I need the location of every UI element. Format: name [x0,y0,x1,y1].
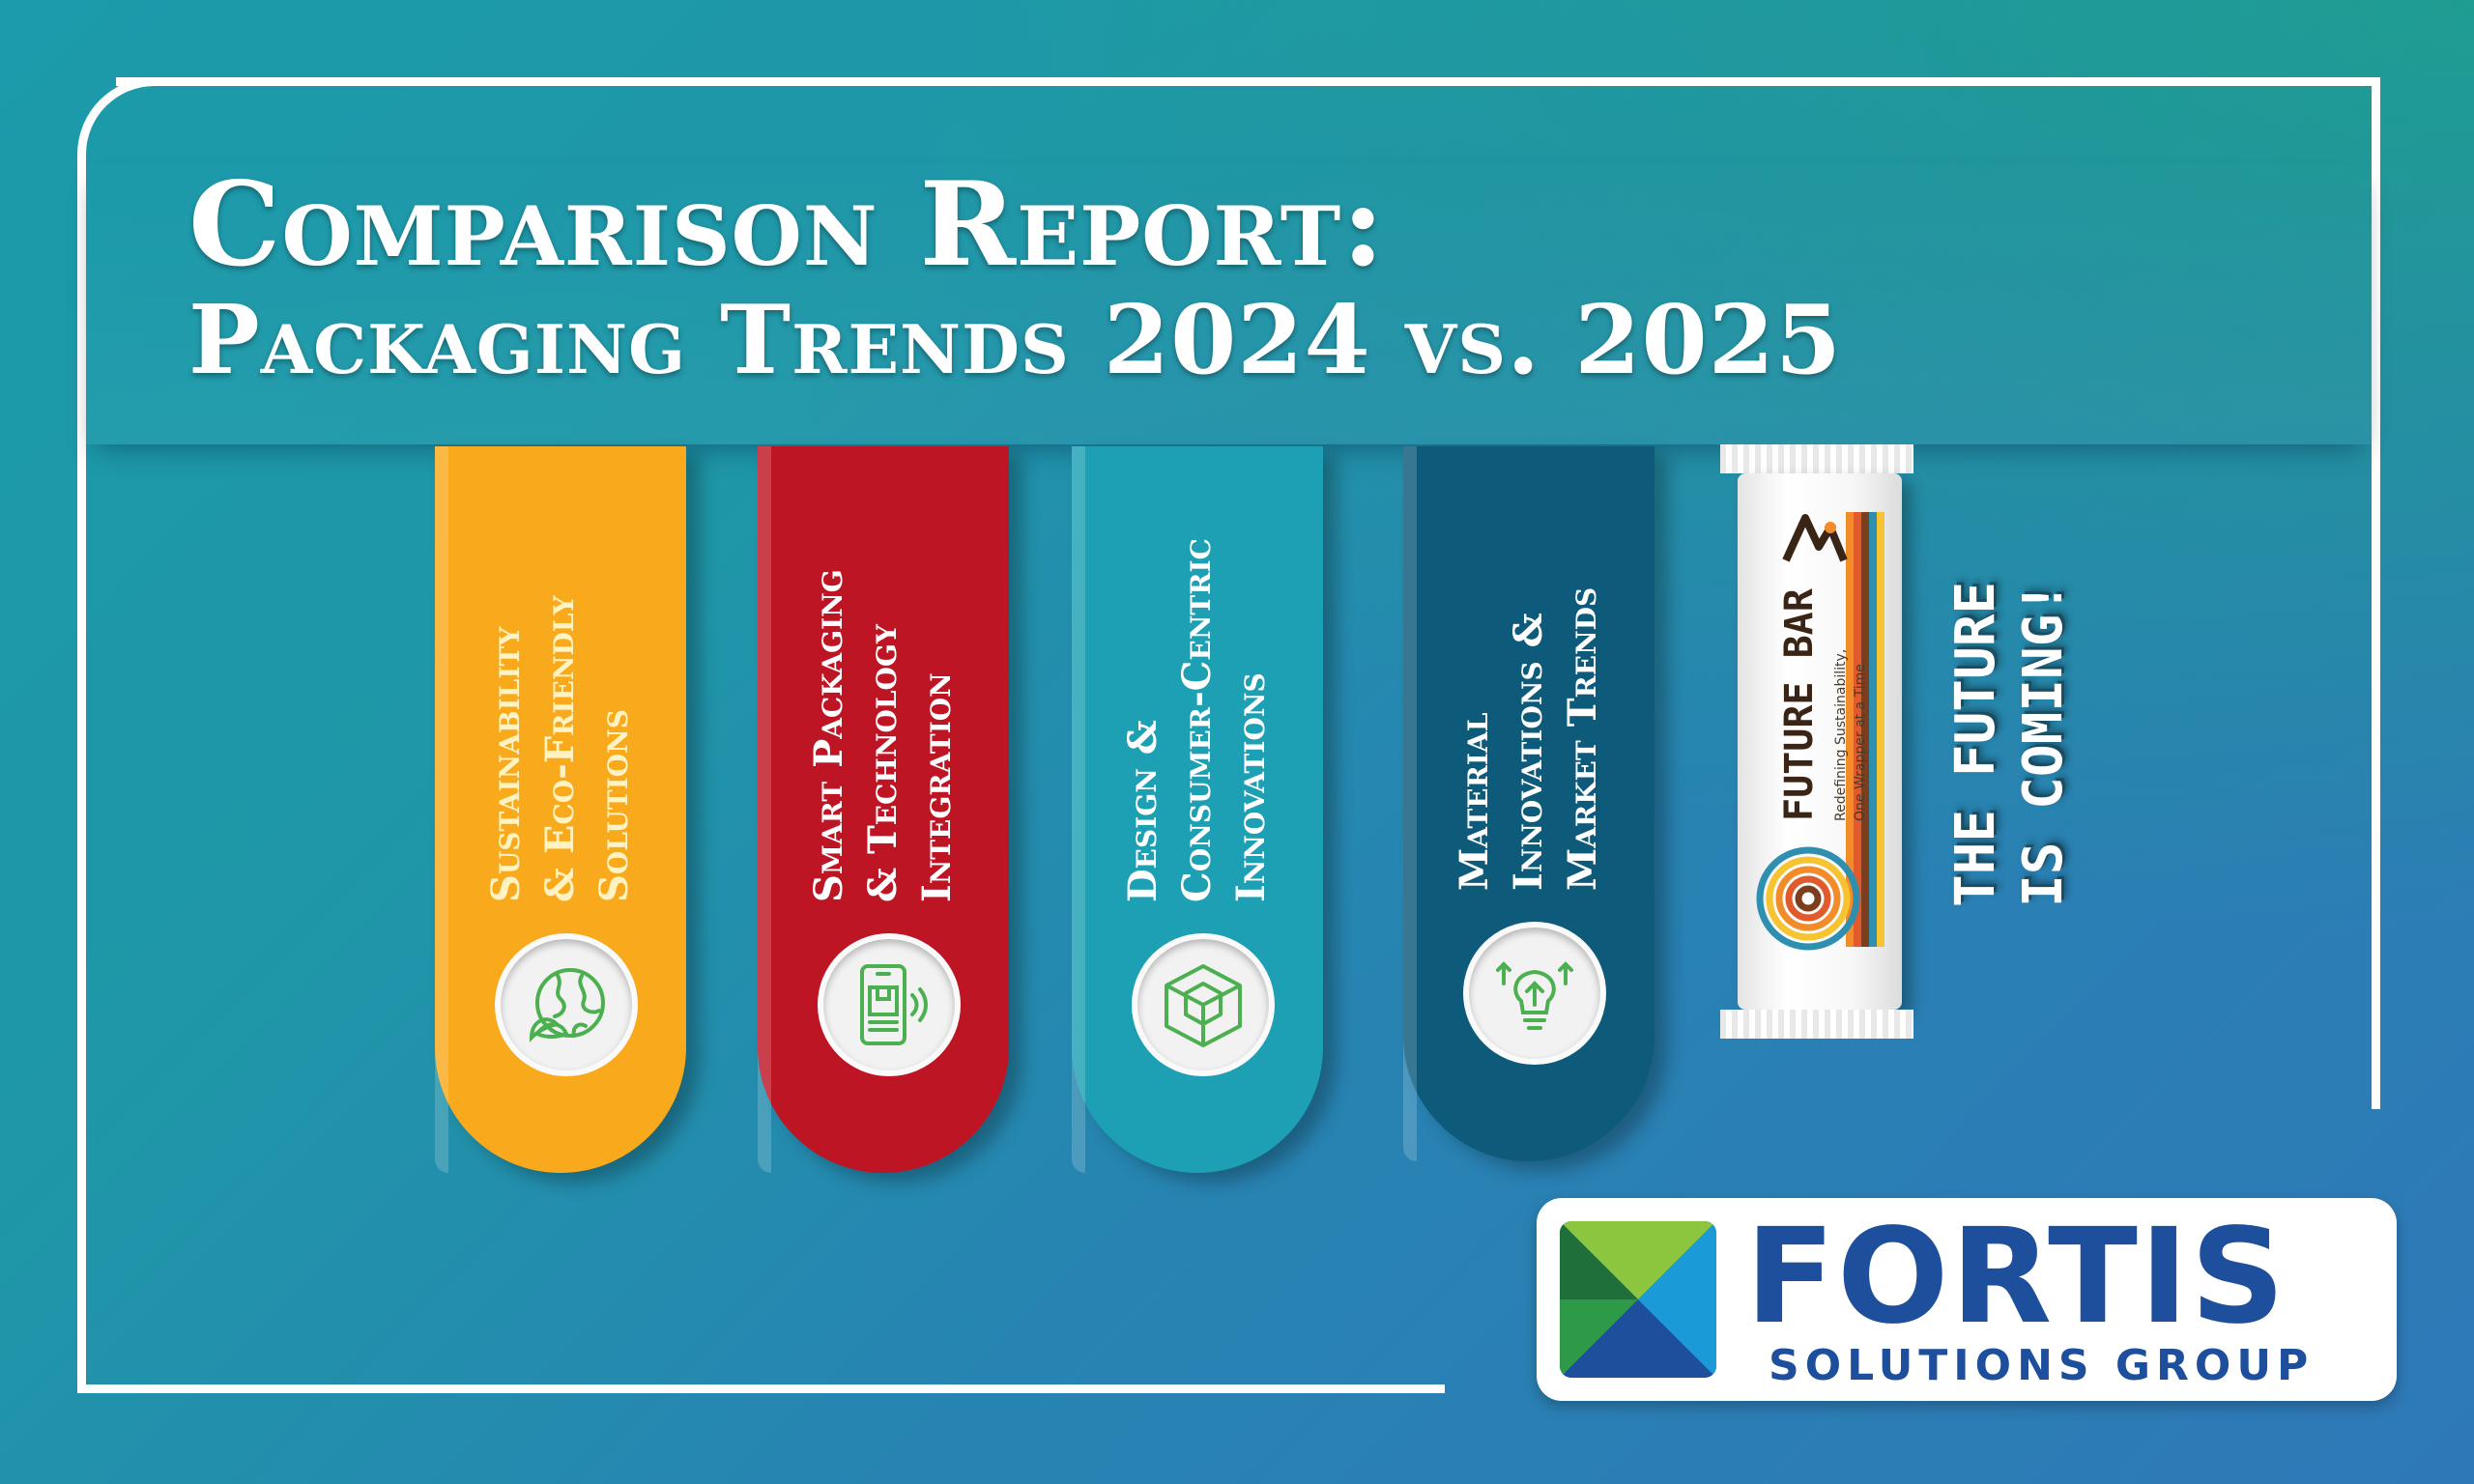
pillar-label: Smart Packaging & Technology Integration [806,569,960,902]
product-tagline: Redefining Sustainability, One Wrapper a… [1833,648,1868,821]
wrapper-crimp-top [1720,444,1913,473]
pillar-label: Sustainability & Eco-Friendly Solutions [483,595,637,902]
brand-name: FORTIS [1745,1201,2287,1354]
product-name: FUTURE BAR [1777,588,1822,822]
frame-right-line [2372,77,2380,1109]
frame-bottom-line [77,1384,1445,1393]
concentric-rings-icon [1756,846,1860,951]
future-bar-product: FUTURE BAR Redefining Sustainability, On… [1720,444,1913,1039]
3d-box-icon [1132,933,1275,1076]
smartphone-nfc-icon [818,933,961,1076]
title-line-1: Comparison Report: [188,157,1386,293]
wrapper-body: FUTURE BAR Redefining Sustainability, On… [1738,473,1902,1010]
pillar-material: Material Innovations & Market Trends [1403,446,1654,1161]
frame-top-line [116,77,2380,86]
frame-corner [77,77,193,193]
teaser-text: THE FUTURE IS COMING! [1944,581,2075,907]
bar-logo-icon [1782,514,1848,562]
title-band [86,164,2372,444]
title-line-2: Packaging Trends 2024 vs. 2025 [188,285,1843,396]
lightbulb-growth-icon [1463,922,1606,1065]
globe-leaf-icon [495,933,638,1076]
fortis-logo: FORTIS SOLUTIONS GROUP [1537,1198,2397,1401]
pillar-label: Material Innovations & Market Trends [1452,586,1605,891]
pillar-design: Design & Consumer-Centric Innovations [1072,446,1323,1173]
fortis-mark-icon [1560,1221,1716,1378]
pillar-sustainability: Sustainability & Eco-Friendly Solutions [435,446,686,1173]
brand-subtitle: SOLUTIONS GROUP [1769,1341,2315,1390]
page-title: Comparison Report: Packaging Trends 2024… [188,162,1842,394]
wrapper-crimp-bottom [1720,1010,1913,1039]
frame-left-line [77,184,86,1391]
pillar-label: Design & Consumer-Centric Innovations [1120,538,1274,902]
pillar-smart-packaging: Smart Packaging & Technology Integration [758,446,1009,1173]
